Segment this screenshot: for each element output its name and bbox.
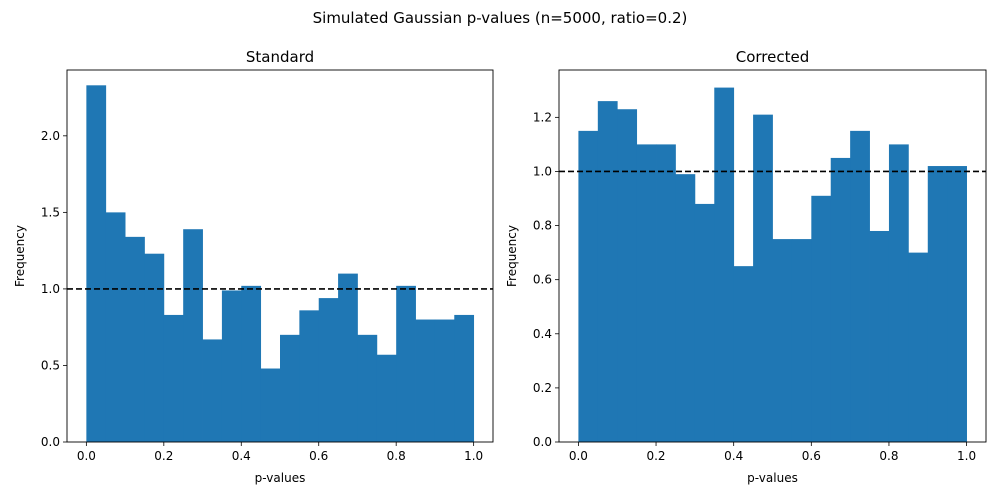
y-tick-label: 1.0 [41,282,60,296]
histogram-bar [869,230,890,442]
histogram-bar [597,101,618,442]
histogram-bar [241,285,262,442]
histogram-bar [86,85,107,442]
x-tick-label: 0.6 [309,449,328,463]
histogram-bar [434,319,455,442]
figure-title: Simulated Gaussian p-values (n=5000, rat… [312,9,688,27]
y-tick-label: 1.5 [41,205,60,219]
x-tick-label: 0.4 [232,449,251,463]
subplot-title: Standard [246,48,314,66]
histogram-bar [338,273,358,442]
subplot-title: Corrected [736,48,810,66]
histogram-bar [753,114,773,442]
histogram-bar [376,354,397,442]
x-tick-label: 0.8 [387,449,406,463]
histogram-bar [454,314,475,442]
histogram-bar [105,212,126,442]
subplot-2: 0.0 0.2 0.4 0.6 0.8 1.0 0.0 0.2 0.4 0.6 0.8 1.0 1.2 C… [505,48,987,485]
y-axis-label: Frequency [13,225,27,287]
subplot-1: 0.0 0.2 0.4 0.6 0.8 1.0 0.0 0.5 1.0 1.5 2.0 Standar… [13,48,494,485]
y-tick-label: 0.0 [533,435,552,449]
x-axis-label: p-values [747,471,798,485]
histogram-bar [675,174,696,442]
histogram-bar [830,157,851,442]
histogram-bar [183,229,203,442]
histogram-bar [772,239,793,442]
x-tick-label: 1.0 [464,449,483,463]
histogram-bar [617,109,638,442]
axes-frame [66,69,494,443]
histogram-bar [888,144,909,442]
histogram-bar [578,130,599,442]
histogram-bar [221,290,242,442]
histogram-bar [947,166,967,442]
histogram-bar [396,285,416,442]
y-tick-label: 0.8 [533,219,552,233]
histogram-bar [908,252,929,442]
histogram-bar [202,339,223,442]
y-tick-label: 0.4 [533,327,552,341]
histogram-bar [125,236,145,442]
histogram-bar [791,239,812,442]
x-tick-label: 0.4 [724,449,743,463]
histogram-bar [357,334,378,442]
histogram-bar [299,310,320,442]
x-tick-label: 0.0 [77,449,96,463]
y-tick-label: 0.6 [533,273,552,287]
histogram-bar [733,266,754,442]
x-axis-label: p-values [255,471,306,485]
y-tick-label: 0.2 [533,381,552,395]
histogram-bar [415,319,436,442]
histogram-bar [927,166,948,442]
histogram-bar [636,144,657,442]
histogram-bar [260,368,281,442]
histogram-bar [811,195,832,442]
y-tick-label: 1.0 [533,164,552,178]
x-tick-label: 0.2 [154,449,173,463]
x-tick-label: 0.8 [879,449,898,463]
y-tick-label: 2.0 [41,129,60,143]
histogram-bar [144,253,165,442]
histogram-bar [656,144,676,442]
y-tick-label: 0.0 [41,435,60,449]
histogram-bar [280,334,300,442]
x-tick-label: 0.2 [646,449,665,463]
histogram-bar [318,298,339,442]
axes-frame [558,69,987,443]
histogram-bar [694,203,715,442]
y-tick-label: 1.2 [533,110,552,124]
histogram-bar [850,130,870,442]
y-axis-label: Frequency [505,225,519,287]
histogram-bar [163,314,184,442]
y-tick-label: 0.5 [41,358,60,372]
x-tick-label: 0.6 [802,449,821,463]
x-tick-label: 0.0 [569,449,588,463]
x-tick-label: 1.0 [957,449,976,463]
histogram-bar [714,87,735,443]
